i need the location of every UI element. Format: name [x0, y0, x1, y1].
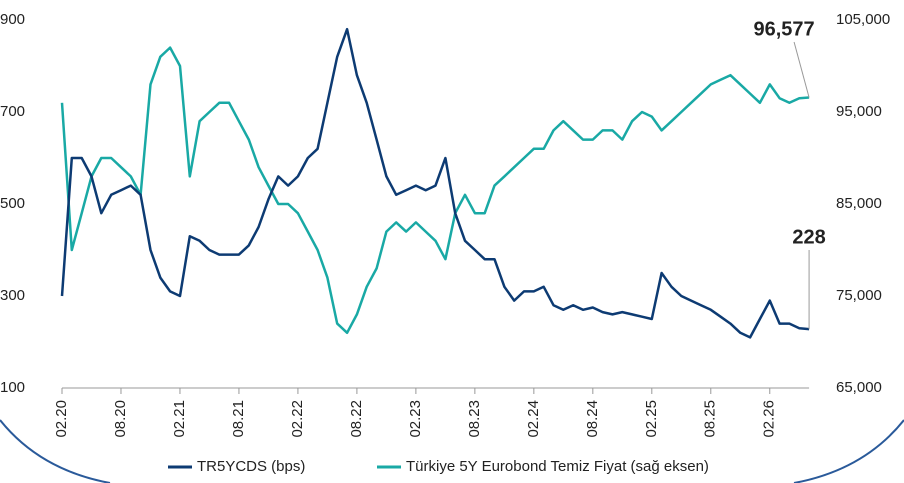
legend-label: TR5YCDS (bps)	[197, 458, 305, 475]
x-tick-label: 08.20	[112, 400, 129, 438]
x-tick-label: 08.24	[584, 400, 601, 438]
decor-arc	[793, 419, 904, 483]
y-tick-label: 100	[0, 379, 25, 396]
y-tick-label: 900	[0, 11, 25, 28]
y-tick-label: 300	[0, 287, 25, 304]
x-tick-label: 02.22	[289, 400, 306, 438]
x-tick-label: 02.26	[761, 400, 778, 438]
y2-tick-label: 105,000	[836, 11, 890, 28]
series-line	[60, 46, 810, 335]
annotation-leader	[793, 41, 810, 98]
annotation: 96,577	[753, 18, 814, 40]
x-tick-label: 08.25	[702, 400, 719, 438]
legend-label: Türkiye 5Y Eurobond Temiz Fiyat (sağ eks…	[406, 458, 709, 475]
y2-tick-label: 75,000	[836, 287, 882, 304]
y2-tick-label: 95,000	[836, 103, 882, 120]
series-line	[60, 27, 810, 339]
decor-arc	[0, 419, 111, 483]
x-tick-label: 02.24	[525, 400, 542, 438]
x-tick-label: 02.25	[643, 400, 660, 438]
x-tick-label: 02.21	[171, 400, 188, 438]
y2-tick-label: 85,000	[836, 195, 882, 212]
y-tick-label: 500	[0, 195, 25, 212]
annotation: 228	[792, 226, 825, 248]
x-tick-label: 02.20	[53, 400, 70, 438]
x-tick-label: 08.23	[466, 400, 483, 438]
x-tick-label: 08.22	[348, 400, 365, 438]
x-tick-label: 08.21	[230, 400, 247, 438]
x-tick-label: 02.23	[407, 400, 424, 438]
y2-tick-label: 65,000	[836, 379, 882, 396]
y-tick-label: 700	[0, 103, 25, 120]
